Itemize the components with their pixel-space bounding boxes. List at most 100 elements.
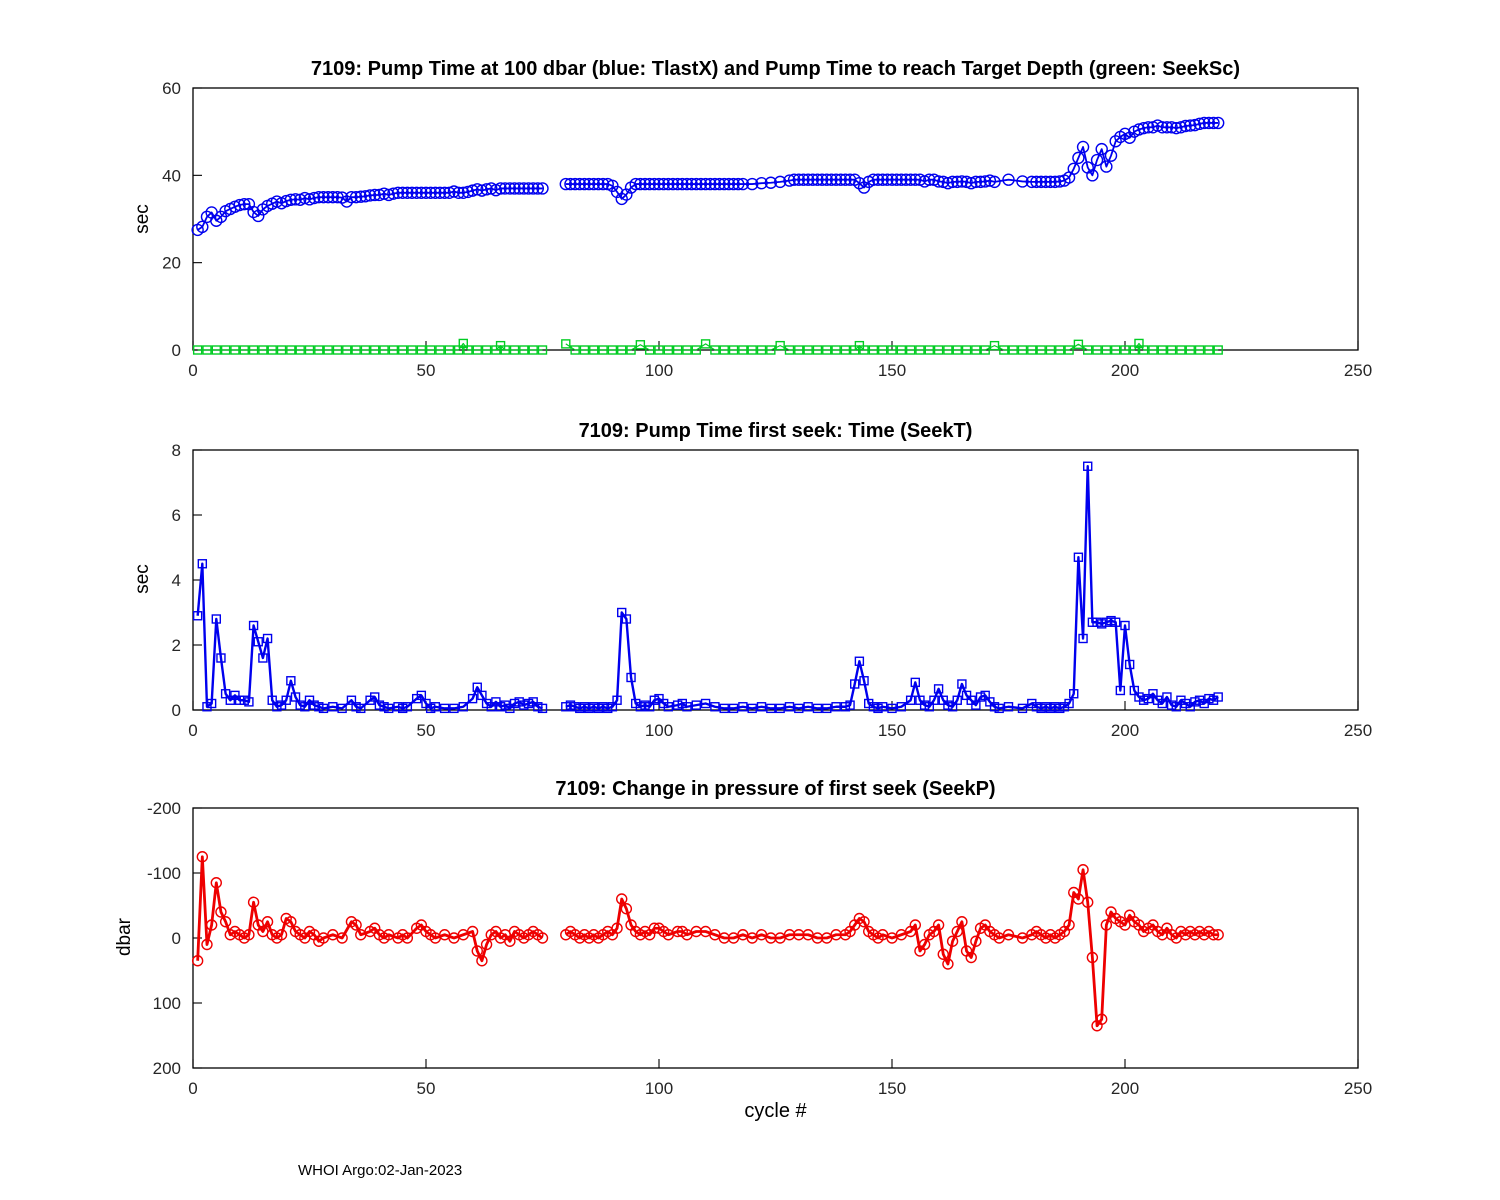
marker-SeekT (738, 702, 748, 712)
marker-SeekSc (425, 345, 436, 355)
marker-SeekT (1017, 703, 1028, 714)
marker-SeekSc (1204, 345, 1214, 355)
y-tick-label: 4 (172, 571, 181, 590)
marker-SeekT (258, 653, 268, 663)
marker-SeekT (356, 703, 366, 714)
marker-SeekSc (784, 345, 795, 355)
marker-SeekT (1083, 461, 1093, 471)
marker-SeekT (831, 702, 841, 712)
marker-SeekT (775, 703, 785, 714)
marker-SeekSc (230, 345, 240, 355)
marker-SeekSc (248, 345, 259, 355)
marker-TlastX (1072, 151, 1085, 165)
marker-TlastX (746, 177, 759, 191)
marker-TlastX (573, 177, 586, 191)
marker-TlastX (648, 177, 661, 191)
xaxis-label: cycle # (744, 1100, 807, 1122)
marker-SeekT (933, 684, 944, 694)
marker-TlastX (960, 175, 973, 189)
marker-TlastX (307, 191, 321, 205)
marker-SeekP (336, 932, 348, 944)
marker-SeekSc (589, 345, 599, 355)
marker-SeekSc (1083, 345, 1093, 355)
marker-SeekT (766, 703, 776, 714)
marker-SeekP (1100, 919, 1113, 931)
marker-SeekSc (691, 345, 701, 355)
marker-TlastX (876, 173, 889, 186)
marker-SeekSc (286, 345, 296, 355)
marker-SeekT (197, 559, 208, 569)
marker-TlastX (471, 183, 484, 196)
marker-SeekT (859, 676, 869, 686)
marker-SeekSc (1045, 345, 1056, 355)
marker-TlastX (1090, 153, 1104, 167)
marker-SeekSc (360, 345, 371, 355)
series-line-TlastX (197, 187, 543, 231)
y-tick-label: -100 (147, 864, 181, 883)
x-tick-label: 250 (1344, 1079, 1372, 1098)
x-tick-label: 150 (878, 361, 906, 380)
series-line-SeekP (196, 855, 544, 963)
marker-TlastX (280, 194, 293, 208)
marker-SeekSc (416, 345, 427, 355)
marker-TlastX (1048, 175, 1062, 189)
marker-SeekT (845, 700, 855, 710)
marker-TlastX (1170, 121, 1183, 135)
marker-SeekT (206, 698, 217, 709)
marker-TlastX (955, 175, 969, 188)
marker-SeekSc (1101, 345, 1112, 355)
marker-TlastX (494, 182, 507, 195)
marker-TlastX (396, 186, 409, 200)
marker-SeekSc (775, 340, 785, 351)
marker-SeekT (318, 703, 329, 714)
marker-SeekSc (617, 345, 627, 355)
marker-TlastX (596, 177, 610, 191)
x-tick-label: 250 (1344, 361, 1372, 380)
marker-TlastX (811, 173, 824, 186)
marker-SeekP (215, 906, 227, 918)
marker-SeekT (430, 702, 441, 712)
marker-SeekSc (407, 345, 417, 355)
marker-TlastX (401, 186, 414, 200)
marker-TlastX (568, 177, 582, 191)
marker-SeekT (700, 698, 711, 709)
marker-SeekP (918, 938, 931, 951)
plot2-axes-box (192, 449, 1359, 711)
marker-SeekT (682, 702, 692, 712)
marker-TlastX (1109, 135, 1122, 148)
marker-SeekP (466, 925, 479, 938)
marker-SeekSc (1138, 345, 1149, 355)
marker-SeekT (537, 703, 548, 714)
marker-SeekP (247, 896, 260, 908)
marker-SeekSc (952, 345, 962, 355)
marker-SeekT (211, 614, 222, 624)
marker-TlastX (284, 193, 298, 206)
marker-SeekSc (351, 345, 361, 355)
x-tick-label: 50 (417, 361, 436, 380)
marker-TlastX (829, 173, 843, 186)
marker-TlastX (629, 177, 642, 191)
marker-TlastX (1044, 175, 1057, 189)
marker-TlastX (941, 176, 955, 190)
marker-SeekT (905, 695, 916, 705)
marker-SeekP (1063, 919, 1075, 931)
marker-TlastX (839, 173, 852, 186)
marker-TlastX (526, 182, 540, 195)
marker-SeekSc (1166, 345, 1177, 355)
marker-SeekT (854, 656, 865, 666)
marker-TlastX (974, 175, 987, 189)
marker-TlastX (694, 177, 708, 191)
marker-TlastX (466, 184, 479, 197)
marker-SeekT (1110, 617, 1121, 627)
marker-SeekSc (635, 340, 646, 350)
marker-SeekP (858, 916, 870, 928)
marker-TlastX (1207, 116, 1220, 130)
marker-TlastX (634, 177, 647, 191)
marker-SeekT (337, 703, 347, 714)
marker-TlastX (965, 176, 978, 190)
marker-TlastX (582, 177, 596, 191)
marker-TlastX (433, 186, 447, 200)
marker-SeekP (210, 877, 223, 889)
marker-TlastX (792, 173, 805, 186)
marker-SeekT (1120, 620, 1130, 631)
